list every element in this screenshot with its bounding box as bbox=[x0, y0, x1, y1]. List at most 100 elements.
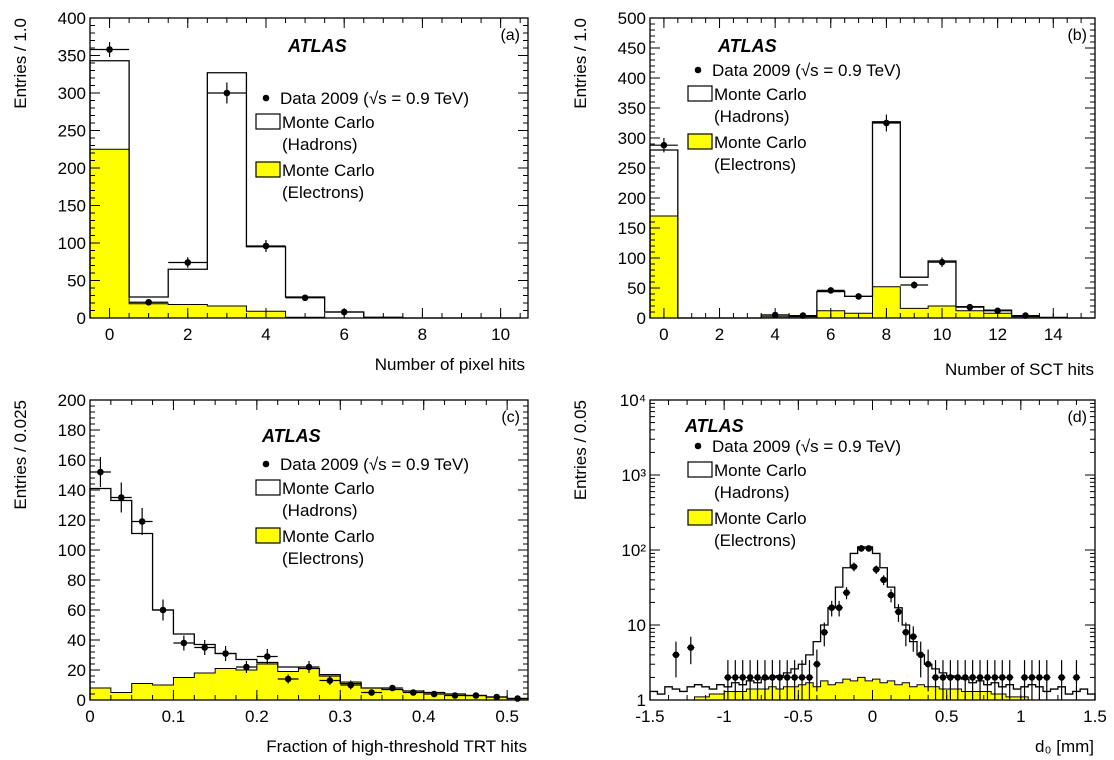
x-tick-label: 0.4 bbox=[412, 707, 436, 726]
data-point bbox=[820, 628, 828, 636]
y-tick-label: 400 bbox=[618, 69, 646, 88]
data-point bbox=[263, 653, 271, 660]
y-tick-label: 50 bbox=[627, 279, 646, 298]
data-point bbox=[106, 46, 113, 53]
legend-electrons-label: Monte Carlo bbox=[282, 161, 375, 180]
legend-hadrons-label-2: (Hadrons) bbox=[282, 501, 358, 520]
x-tick-label: 0 bbox=[659, 325, 668, 344]
legend-electrons-swatch bbox=[687, 133, 713, 150]
legend-hadrons-swatch bbox=[687, 461, 713, 478]
x-tick-label: 8 bbox=[882, 325, 891, 344]
panel-label: (b) bbox=[1067, 27, 1087, 44]
x-tick-label: 14 bbox=[1044, 325, 1063, 344]
y-tick-label: 140 bbox=[58, 481, 86, 500]
data-point bbox=[902, 628, 910, 636]
electron-bin bbox=[382, 689, 403, 700]
electron-bin bbox=[924, 686, 932, 700]
y-tick-label: 200 bbox=[618, 189, 646, 208]
data-point bbox=[731, 674, 739, 681]
data-point bbox=[976, 674, 984, 681]
data-point bbox=[938, 258, 946, 266]
legend-data-label: Data 2009 (√s = 0.9 TeV) bbox=[280, 455, 469, 474]
y-tick-label: 450 bbox=[618, 39, 646, 58]
x-tick-label: 8 bbox=[418, 325, 427, 344]
data-point bbox=[243, 663, 250, 671]
x-tick-label: 0.1 bbox=[162, 707, 186, 726]
legend-data-label: Data 2009 (√s = 0.9 TeV) bbox=[712, 437, 901, 456]
data-point bbox=[451, 692, 459, 699]
data-point bbox=[865, 545, 873, 552]
x-tick-label: 0 bbox=[105, 325, 114, 344]
electron-bin bbox=[1013, 696, 1021, 700]
x-tick-label: 2 bbox=[715, 325, 724, 344]
data-point bbox=[791, 674, 798, 681]
y-tick-label: 100 bbox=[58, 234, 86, 253]
data-point bbox=[947, 674, 954, 681]
data-point bbox=[184, 259, 192, 266]
atlas-label: ATLAS bbox=[684, 416, 744, 436]
legend-electrons-swatch bbox=[687, 509, 713, 526]
y-tick-label: 160 bbox=[58, 451, 86, 470]
legend-data-label: Data 2009 (√s = 0.9 TeV) bbox=[280, 89, 469, 108]
legend-hadrons-label-2: (Hadrons) bbox=[714, 483, 790, 502]
electron-bin bbox=[194, 673, 216, 700]
y-tick-label: 150 bbox=[618, 219, 646, 238]
data-point bbox=[514, 695, 521, 702]
y-tick-label: 500 bbox=[618, 9, 646, 28]
panel-label: (d) bbox=[1067, 409, 1087, 426]
y-tick-label: 180 bbox=[58, 421, 86, 440]
x-axis-title: Number of SCT hits bbox=[945, 360, 1094, 379]
data-point bbox=[828, 604, 836, 612]
legend-electrons-swatch bbox=[255, 527, 281, 544]
x-tick-label: 0 bbox=[868, 707, 877, 726]
legend-hadrons-label: Monte Carlo bbox=[282, 113, 375, 132]
data-point bbox=[909, 633, 917, 640]
legend-hadrons-label-2: (Hadrons) bbox=[282, 135, 358, 154]
data-point bbox=[145, 298, 152, 306]
data-point bbox=[939, 674, 947, 681]
x-tick-label: -1.5 bbox=[635, 707, 664, 726]
data-point bbox=[991, 674, 999, 681]
electron-bin bbox=[887, 680, 895, 700]
data-point bbox=[932, 674, 939, 681]
electron-bin bbox=[694, 696, 702, 700]
y-tick-label: 350 bbox=[58, 47, 86, 66]
data-point bbox=[746, 674, 754, 681]
electron-bin bbox=[917, 684, 925, 700]
data-point bbox=[887, 591, 895, 599]
y-tick-label: 200 bbox=[58, 159, 86, 178]
data-point bbox=[910, 281, 918, 289]
legend-hadrons-swatch bbox=[687, 85, 713, 102]
electron-bin bbox=[813, 686, 821, 700]
y-tick-label: 60 bbox=[67, 601, 86, 620]
data-point bbox=[998, 674, 1006, 681]
y-tick-label: 10 bbox=[627, 616, 646, 635]
x-tick-label: 4 bbox=[261, 325, 270, 344]
y-tick-label: 80 bbox=[67, 571, 86, 590]
y-tick-label: 0 bbox=[637, 309, 646, 328]
data-point bbox=[1036, 674, 1043, 681]
x-tick-label: 2 bbox=[183, 325, 192, 344]
data-point bbox=[180, 639, 188, 647]
data-point bbox=[1073, 674, 1080, 681]
legend-electrons-swatch bbox=[255, 161, 281, 178]
electron-bin bbox=[909, 686, 917, 700]
legend-data-marker bbox=[262, 94, 270, 102]
electron-bin bbox=[709, 694, 717, 700]
electron-bin bbox=[879, 682, 888, 700]
electron-bin bbox=[828, 684, 836, 700]
y-tick-label: 0 bbox=[77, 309, 86, 328]
y-tick-label: 120 bbox=[58, 511, 86, 530]
data-point bbox=[672, 651, 680, 659]
electron-bin bbox=[650, 216, 678, 318]
legend-electrons-label-2: (Electrons) bbox=[714, 155, 796, 174]
data-point bbox=[969, 674, 976, 681]
y-axis-title: Entries / 1.0 bbox=[571, 18, 590, 109]
data-point bbox=[138, 518, 146, 525]
data-point bbox=[872, 566, 880, 573]
data-point bbox=[850, 563, 858, 570]
data-point bbox=[326, 677, 334, 684]
y-tick-label: 1 bbox=[637, 691, 646, 710]
y-tick-label: 200 bbox=[58, 391, 86, 410]
